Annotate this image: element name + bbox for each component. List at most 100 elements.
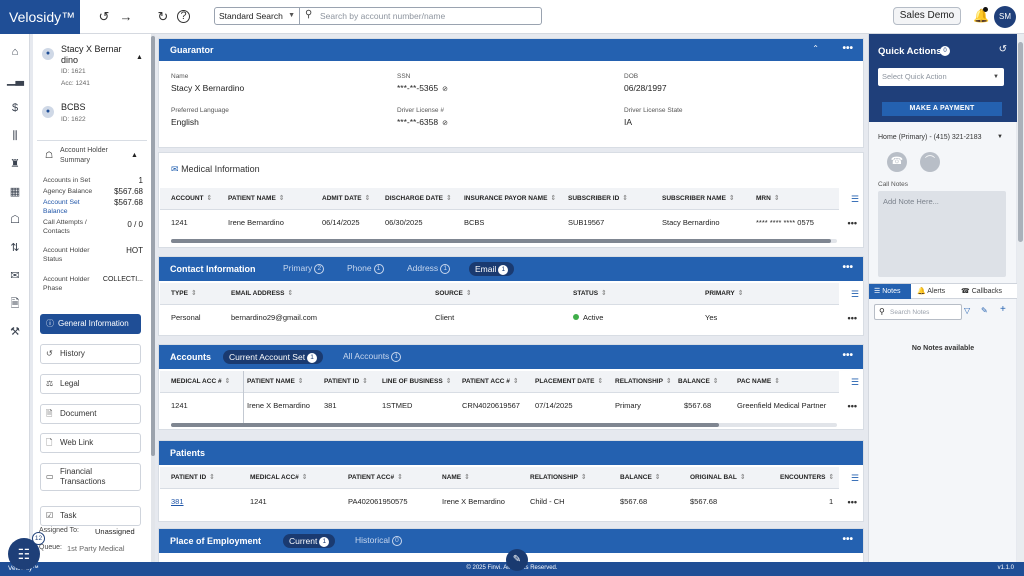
table-row[interactable]: Personal bernardino29@gmail.com Client A… [160, 306, 839, 330]
scrollbar-thumb[interactable] [1018, 42, 1023, 242]
more-icon[interactable]: ••• [842, 262, 853, 273]
search-type-select[interactable]: Standard Search ▼ [214, 7, 300, 25]
col-header[interactable]: ORIGINAL BAL ⇕ [690, 474, 746, 481]
filter-icon[interactable]: ☰ [850, 473, 859, 483]
col-header[interactable]: PRIMARY ⇕ [705, 290, 744, 297]
tab-current-account-set[interactable]: Current Account Set 1 [223, 350, 324, 364]
col-header[interactable]: RELATIONSHIP ⇕ [530, 474, 587, 481]
col-header[interactable]: ACCOUNT ⇕ [171, 195, 213, 202]
tab-all-accounts[interactable]: All Accounts 1 [343, 351, 402, 362]
col-header[interactable]: PATIENT NAME ⇕ [247, 378, 304, 385]
tab-notes[interactable]: ☰ Notes [869, 284, 911, 299]
right-scrollbar[interactable] [1017, 34, 1024, 562]
tab-email[interactable]: Email 1 [469, 262, 515, 276]
col-header[interactable]: DISCHARGE DATE ⇕ [385, 195, 452, 202]
secondary-holder[interactable]: ● BCBS ID: 1622 [40, 92, 148, 128]
gavel-icon[interactable]: ⚒ [10, 326, 20, 338]
primary-holder[interactable]: ● Stacy X Bernar dino ID: 1621 Acc: 1241… [40, 34, 148, 94]
table-row[interactable]: 1241 Irene Bernardino 06/14/2025 06/30/2… [160, 211, 839, 235]
eye-off-icon[interactable]: ⊘ [442, 120, 448, 127]
tab-callbacks[interactable]: ☎ Callbacks [961, 288, 1003, 295]
filter-icon[interactable]: ☰ [850, 289, 859, 299]
col-header[interactable]: MEDICAL ACC # ⇕ [171, 378, 231, 385]
col-header[interactable]: ENCOUNTERS ⇕ [780, 474, 835, 481]
horizontal-scrollbar[interactable] [171, 423, 837, 427]
col-header[interactable]: PATIENT ID ⇕ [171, 474, 216, 481]
search-input[interactable] [320, 10, 535, 22]
phone-select[interactable]: Home (Primary) - (415) 321-2183 ▼ [878, 134, 1003, 141]
environment-badge[interactable]: Sales Demo [893, 7, 961, 25]
col-header[interactable]: STATUS ⇕ [573, 290, 607, 297]
history-icon[interactable]: ↺ [98, 9, 110, 24]
tab-address[interactable]: Address 1 [407, 263, 451, 274]
col-header[interactable]: PLACEMENT DATE ⇕ [535, 378, 604, 385]
general-information-button[interactable]: ⓘ General Information [40, 314, 141, 334]
col-header[interactable]: PATIENT ACC# ⇕ [348, 474, 403, 481]
scrollbar-thumb[interactable] [171, 423, 719, 427]
chess-icon[interactable]: ♜ [10, 158, 20, 170]
web-link-button[interactable]: 🗋 Web Link [40, 433, 141, 453]
scrollbar-thumb[interactable] [151, 36, 155, 456]
help-icon[interactable]: ? [177, 10, 190, 23]
col-header[interactable]: LINE OF BUSINESS ⇕ [382, 378, 452, 385]
financial-transactions-button[interactable]: ▭ Financial Transactions [40, 463, 141, 491]
app-logo[interactable]: Velosidy™ [0, 0, 80, 34]
col-header[interactable]: MEDICAL ACC# ⇕ [250, 474, 308, 481]
summary-row[interactable]: Account Set Balance $567.68 [43, 198, 143, 216]
user-avatar[interactable]: SM [994, 6, 1016, 28]
more-icon[interactable]: ••• [842, 534, 853, 545]
more-icon[interactable]: ••• [842, 43, 853, 54]
tab-historical[interactable]: Historical 0 [355, 535, 402, 546]
row-more-icon[interactable]: ••• [847, 497, 857, 507]
col-header[interactable]: PATIENT ACC # ⇕ [462, 378, 519, 385]
col-header[interactable]: SOURCE ⇕ [435, 290, 472, 297]
add-icon[interactable]: + [1000, 304, 1006, 315]
quick-edit-icon[interactable]: ✎ [506, 549, 528, 571]
patient-id-link[interactable]: 381 [171, 497, 184, 506]
filter-icon[interactable]: ☰ [850, 194, 859, 204]
refresh-icon[interactable]: ↻ [157, 9, 169, 24]
table-row[interactable]: 1241 Irene X Bernardino 381 1STMED CRN40… [160, 394, 839, 418]
bank-icon[interactable]: ☖ [10, 214, 20, 226]
history-button[interactable]: ↺ History [40, 344, 141, 364]
col-header[interactable]: PATIENT ID ⇕ [324, 378, 369, 385]
columns-icon[interactable]: ⫼ [12, 130, 18, 142]
home-icon[interactable]: ⌂ [11, 46, 19, 58]
col-header[interactable]: INSURANCE PAYOR NAME ⇕ [464, 195, 557, 202]
history-icon[interactable]: ↺ [998, 44, 1007, 55]
col-header[interactable]: SUBSCRIBER ID ⇕ [568, 195, 629, 202]
col-header[interactable]: PAC NAME ⇕ [737, 378, 781, 385]
col-header[interactable]: RELATIONSHIP ⇕ [615, 378, 672, 385]
bar-chart-icon[interactable]: ▁▃ [7, 74, 24, 86]
edit-icon[interactable]: ✎ [981, 306, 988, 315]
col-header[interactable]: NAME ⇕ [442, 474, 471, 481]
filter-icon[interactable]: ☰ [850, 377, 859, 387]
col-header[interactable]: BALANCE ⇕ [620, 474, 661, 481]
eye-off-icon[interactable]: ⊘ [442, 86, 448, 93]
document-button[interactable]: 🗎 Document [40, 404, 141, 424]
collapse-icon[interactable]: ▲ [131, 152, 138, 159]
chevron-up-icon[interactable]: ⌃ [812, 44, 819, 53]
row-more-icon[interactable]: ••• [847, 313, 857, 323]
row-more-icon[interactable]: ••• [847, 401, 857, 411]
building-icon[interactable]: ▦ [9, 186, 21, 198]
col-header[interactable]: SUBSCRIBER NAME ⇕ [662, 195, 735, 202]
make-payment-button[interactable]: MAKE A PAYMENT [882, 102, 1002, 116]
quick-action-select[interactable]: Select Quick Action ▼ [878, 68, 1004, 86]
row-more-icon[interactable]: ••• [847, 218, 857, 228]
tab-phone[interactable]: Phone 1 [347, 263, 384, 274]
call-icon[interactable]: ☎ [887, 152, 907, 172]
col-header[interactable]: PATIENT NAME ⇕ [228, 195, 285, 202]
forward-icon[interactable]: → [119, 9, 133, 24]
col-header[interactable]: MRN ⇕ [756, 195, 780, 202]
notes-search-input[interactable] [890, 307, 960, 317]
call-notes-input[interactable]: Add Note Here... [878, 191, 1006, 277]
filter-icon[interactable]: ▽ [964, 306, 971, 315]
tab-primary[interactable]: Primary 2 [283, 263, 325, 274]
col-header[interactable]: ADMIT DATE ⇕ [322, 195, 371, 202]
tab-current[interactable]: Current 1 [283, 534, 336, 548]
file-icon[interactable]: 🗎 [10, 298, 20, 310]
horizontal-scrollbar[interactable] [171, 239, 837, 243]
left-panel-scrollbar[interactable] [151, 34, 155, 562]
task-button[interactable]: ☑ Task [40, 506, 141, 526]
